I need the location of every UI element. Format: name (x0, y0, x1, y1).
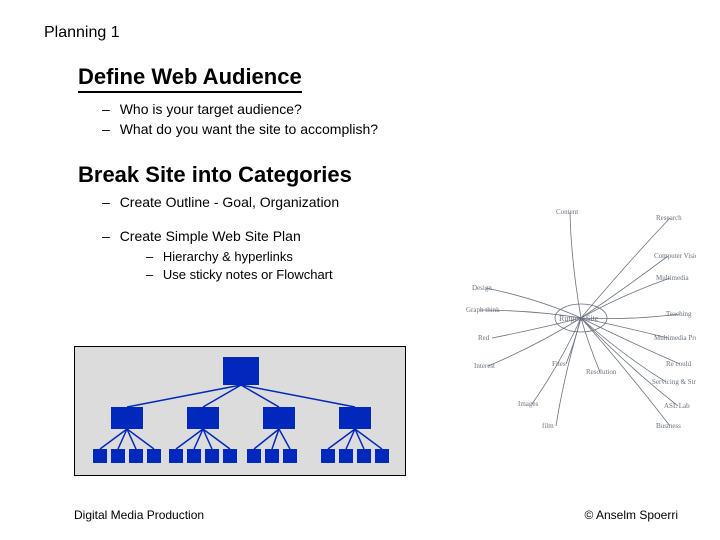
svg-text:Multimedia Production: Multimedia Production (654, 334, 696, 342)
svg-text:Re could: Re could (666, 360, 692, 368)
svg-text:Red: Red (478, 334, 490, 342)
svg-text:film: film (542, 422, 554, 430)
svg-text:Business: Business (656, 422, 681, 430)
svg-text:Graph think: Graph think (466, 306, 500, 314)
footer-left: Digital Media Production (74, 508, 204, 522)
bullet-item: What do you want the site to accomplish? (122, 119, 672, 139)
svg-text:ASL Lab: ASL Lab (664, 402, 690, 410)
page-title: Planning 1 (44, 24, 672, 42)
svg-text:Design: Design (472, 284, 492, 292)
svg-text:Content: Content (556, 208, 578, 216)
svg-text:Images: Images (518, 400, 538, 408)
bullet-item: Who is your target audience? (122, 99, 672, 119)
svg-text:Teaching: Teaching (666, 310, 692, 318)
flowchart-svg (75, 347, 407, 477)
sketch-svg: Rutgers SiteContentResearchComputer Visi… (466, 200, 696, 430)
section-title-1: Define Web Audience (78, 64, 672, 93)
svg-text:Interest: Interest (474, 362, 495, 370)
svg-text:Computer Vision: Computer Vision (654, 252, 696, 260)
slide-container: Planning 1 Define Web Audience Who is yo… (0, 0, 720, 540)
svg-text:Research: Research (656, 214, 682, 222)
svg-text:Servicing & Streaming: Servicing & Streaming (652, 378, 696, 386)
svg-text:Resolution: Resolution (586, 368, 617, 376)
svg-text:Multimedia: Multimedia (656, 274, 690, 282)
footer: Digital Media Production © Anselm Spoerr… (74, 508, 678, 522)
mindmap-sketch: Rutgers SiteContentResearchComputer Visi… (466, 200, 696, 430)
flowchart-diagram (74, 346, 406, 476)
footer-right: © Anselm Spoerri (584, 508, 678, 522)
section-define-audience: Define Web Audience Who is your target a… (48, 64, 672, 140)
bullet-list-1: Who is your target audience? What do you… (122, 99, 672, 140)
section-title-2: Break Site into Categories (78, 162, 672, 188)
